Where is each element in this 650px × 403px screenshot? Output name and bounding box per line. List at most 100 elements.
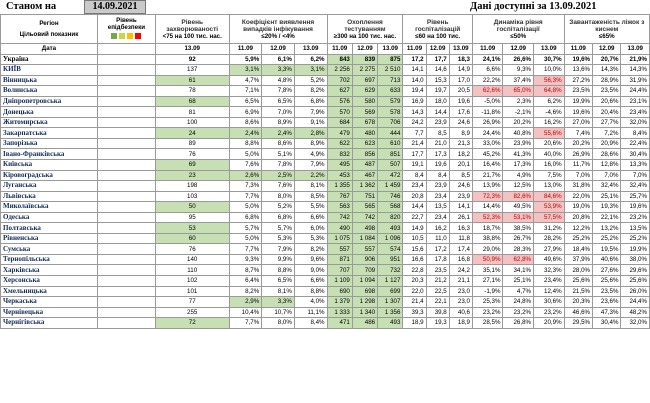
testing-value: 1 459 (377, 180, 404, 192)
testing-value: 851 (377, 148, 404, 160)
date-col: 11.09 (402, 43, 427, 55)
testing-value: 487 (351, 159, 379, 171)
table-row: Полтавська 53 5,7% 5,7% 6,0% 490 498 493 14,9 16,… (0, 222, 650, 234)
detection-value: 8,4% (293, 317, 328, 329)
detection-value: 4,9% (293, 148, 328, 160)
testing-value: 565 (351, 201, 379, 213)
detection-value: 8,6% (261, 137, 295, 150)
date-col: 11.09 (326, 43, 353, 55)
hospdyn-value: 7,5% (533, 169, 565, 182)
oxygen-value: 23,1% (620, 95, 650, 108)
testing-value: 820 (377, 211, 404, 224)
oxygen-value: 19,6% (563, 106, 594, 118)
hospdyn-value: 50,9% (471, 253, 504, 266)
oxygen-value: 21,9% (620, 53, 650, 66)
detection-value: 7,7% (228, 243, 263, 255)
testing-value: 707 (326, 264, 353, 277)
hospdyn-value: 56,3% (533, 74, 565, 87)
hospdyn-value: 34,1% (502, 264, 535, 277)
hospdyn-value: -4,6% (533, 106, 565, 118)
table-row: Київська 69 7,6% 7,8% 7,9% 495 487 507 19,1 19,6 2… (0, 159, 650, 171)
date-col: 13.09 (533, 43, 565, 55)
oxygen-value: 7,0% (620, 169, 650, 182)
hosp-value: 19,1 (402, 159, 427, 171)
hosp-value: 18,3 (448, 53, 473, 66)
hosp-value: 22,7 (402, 211, 427, 224)
testing-value: 875 (377, 53, 404, 66)
date-col: 12.09 (592, 43, 622, 55)
testing-value: 698 (351, 285, 379, 298)
morbidity-value: 53 (154, 222, 230, 234)
state-date-field[interactable]: 14.09.2021 (84, 0, 146, 14)
date-col: 13.09 (620, 43, 650, 55)
hospdyn-value: 24,1% (471, 53, 504, 66)
report-header: Станом на 14.09.2021 Дані доступні за 13… (0, 0, 650, 14)
hospdyn-value: 26,7% (502, 232, 535, 245)
readiness-cell (96, 53, 156, 66)
detection-value: 5,2% (293, 74, 328, 87)
detection-value: 2,2% (293, 169, 328, 182)
detection-value: 9,1% (293, 116, 328, 129)
oxygen-value: 7,2% (592, 127, 622, 139)
detection-value: 11,1% (293, 306, 328, 319)
testing-value: 623 (351, 137, 379, 150)
hospdyn-value: 18,7% (471, 222, 504, 234)
hospdyn-value: 23,9% (502, 137, 535, 150)
hospdyn-value: 6,6% (471, 64, 504, 76)
hosp-value: 15,6 (402, 243, 427, 255)
detection-value: 7,8% (261, 85, 295, 97)
detection-value: 6,5% (261, 275, 295, 287)
oxygen-value: 20,7% (592, 53, 622, 66)
hosp-header: Рівень госпіталізацій ≤60 на 100 тис. (402, 14, 473, 44)
hospdyn-value: 40,8% (502, 127, 535, 139)
testing-value: 1 340 (351, 306, 379, 319)
testing-value: 1 379 (326, 296, 353, 308)
hospdyn-value: 45,2% (471, 148, 504, 160)
hospdyn-value: 32,3% (533, 264, 565, 277)
table-row: Закарпатська 24 2,4% 2,4% 2,8% 479 480 444 7,7 8,… (0, 127, 650, 139)
hosp-value: 14,4 (402, 201, 427, 213)
hosp-value: 11,0 (425, 232, 450, 245)
testing-value: 493 (377, 317, 404, 329)
date-col: 11.09 (471, 43, 504, 55)
region-name: Вінницька (0, 74, 98, 87)
region-name: Миколаївська (0, 201, 98, 213)
hospdyn-value: 22,2% (471, 74, 504, 87)
hosp-value: 19,6 (425, 159, 450, 171)
hosp-value: 22,0 (402, 285, 427, 298)
hosp-value: 8,5 (425, 127, 450, 139)
hosp-value: 19,4 (402, 85, 427, 97)
readiness-cell (96, 74, 156, 87)
hosp-value: 7,7 (402, 127, 427, 139)
hospdyn-value: 14,4% (471, 201, 504, 213)
testing-value: 767 (326, 190, 353, 203)
hosp-value: 21,1 (448, 275, 473, 287)
hospdyn-value: 28,2% (533, 232, 565, 245)
detection-value: 10,4% (228, 306, 263, 319)
oxygen-value: 23,5% (592, 285, 622, 298)
hospdyn-value: 16,4% (471, 159, 504, 171)
date-col: 12.09 (351, 43, 379, 55)
oxygen-value: 25,6% (620, 275, 650, 287)
testing-value: 453 (326, 169, 353, 182)
detection-value: 7,8% (261, 159, 295, 171)
testing-value: 906 (351, 253, 379, 266)
morbidity-value: 137 (154, 64, 230, 76)
testing-value: 495 (326, 159, 353, 171)
hospdyn-value: 23,2% (471, 306, 504, 319)
hospdyn-value: 25,3% (471, 296, 504, 308)
hospdyn-value: 21,7% (471, 169, 504, 182)
oxygen-value: 19,9% (563, 95, 594, 108)
hospdyn-value: 53,1% (502, 211, 535, 224)
hospdyn-value: 40,0% (533, 148, 565, 160)
testing-value: 507 (377, 159, 404, 171)
oxygen-value: 22,1% (592, 211, 622, 224)
hosp-value: 17,3 (425, 148, 450, 160)
hosp-value: 19,7 (425, 85, 450, 97)
testing-value: 1 298 (351, 296, 379, 308)
table-row: Хмельницька 101 8,2% 8,1% 8,8% 690 698 699 22,0 2… (0, 285, 650, 298)
region-name: Рівненська (0, 232, 98, 245)
oxygen-value: 48,2% (620, 306, 650, 319)
hospdyn-value: 62,8% (502, 253, 535, 266)
hospdyn-value: 26,9% (471, 116, 504, 129)
